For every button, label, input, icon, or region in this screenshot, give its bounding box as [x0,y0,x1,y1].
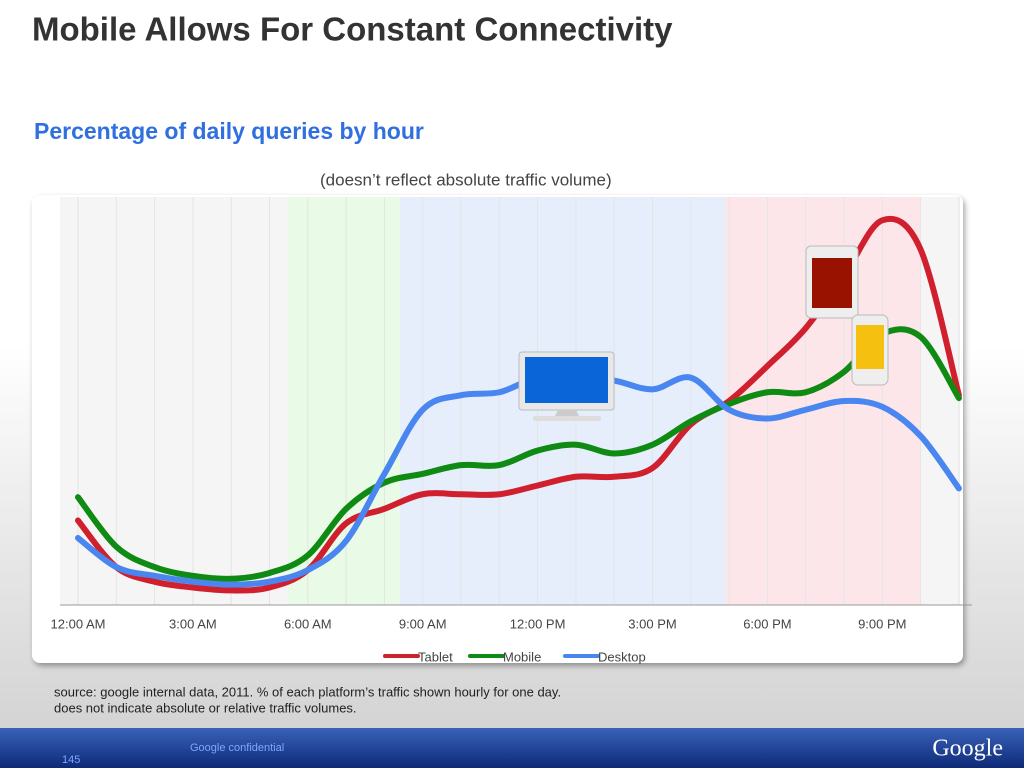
slide-title: Mobile Allows For Constant Connectivity [32,11,673,48]
x-tick-label: 9:00 AM [399,616,447,631]
series-line [75,373,962,588]
monitor-screen [525,357,608,403]
icons [518,245,889,421]
x-tick-label: 12:00 PM [510,616,566,631]
series-line [75,326,962,582]
footer-bar [0,728,1024,768]
phone-screen [856,325,884,369]
source-note: source: google internal data, 2011. % of… [54,684,561,699]
x-tick-label: 12:00 AM [51,616,106,631]
band-morning [288,197,400,605]
chart-title: Percentage of daily queries by hour [34,118,424,144]
page-number: 145 [62,754,80,766]
x-tick-label: 9:00 PM [858,616,906,631]
x-tick-label: 6:00 PM [743,616,791,631]
source-note: does not indicate absolute or relative t… [54,700,357,715]
x-tick-label: 3:00 PM [628,616,676,631]
bands [60,197,960,605]
x-tick-label: 3:00 AM [169,616,217,631]
legend-label: Desktop [598,649,646,664]
tablet-screen [812,258,852,308]
chart-subtitle: (doesn’t reflect absolute traffic volume… [320,170,612,189]
x-tick-label: 6:00 AM [284,616,332,631]
legend-label: Tablet [418,649,453,664]
band-night [60,197,288,605]
confidential: Google confidential [190,742,284,754]
legend-label: Mobile [503,649,541,664]
monitor-base [533,416,601,421]
logo: Google [932,736,1003,762]
